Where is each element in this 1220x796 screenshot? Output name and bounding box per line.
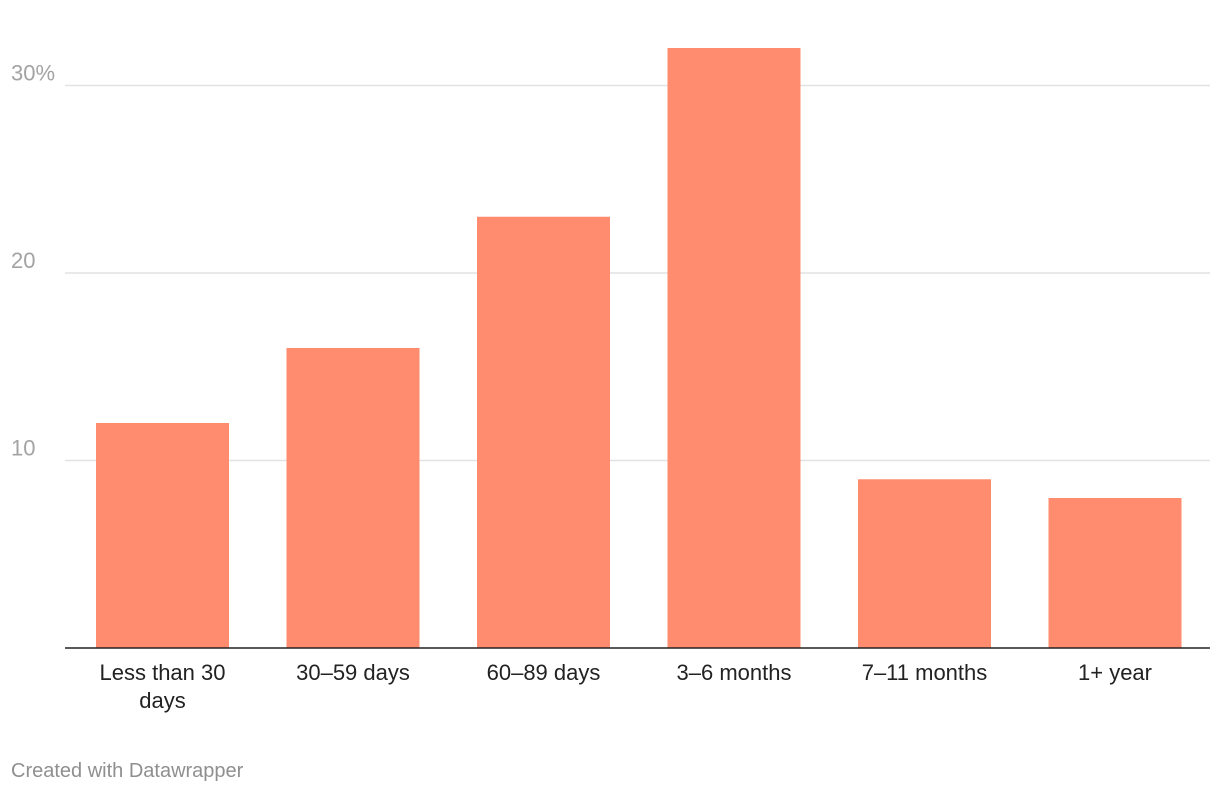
y-tick-label: 30% [11, 61, 55, 86]
gridlines [65, 84, 1210, 462]
credit-text: Created with Datawrapper [11, 760, 244, 782]
bar [667, 48, 801, 648]
x-tick-label: 30–59 days [296, 660, 410, 685]
bars [96, 48, 1182, 648]
bar [477, 216, 610, 648]
y-tick-label: 10 [11, 436, 35, 461]
x-tick-label: 3–6 months [677, 660, 792, 685]
bar [1048, 498, 1182, 648]
x-tick-label: 7–11 months [862, 660, 988, 685]
x-tick-label: 60–89 days [487, 660, 601, 685]
bar [858, 479, 991, 648]
y-tick-label: 20 [11, 248, 35, 273]
bar [286, 348, 420, 648]
x-axis-labels: Less than 30 days 30–59 days 60–89 days 3–6 … [100, 660, 1152, 713]
x-tick-label: Less than 30 days [100, 660, 226, 713]
y-axis-ticks: 10 20 30% [11, 61, 55, 461]
x-tick-label: 1+ year [1078, 660, 1152, 685]
bar [96, 423, 229, 648]
